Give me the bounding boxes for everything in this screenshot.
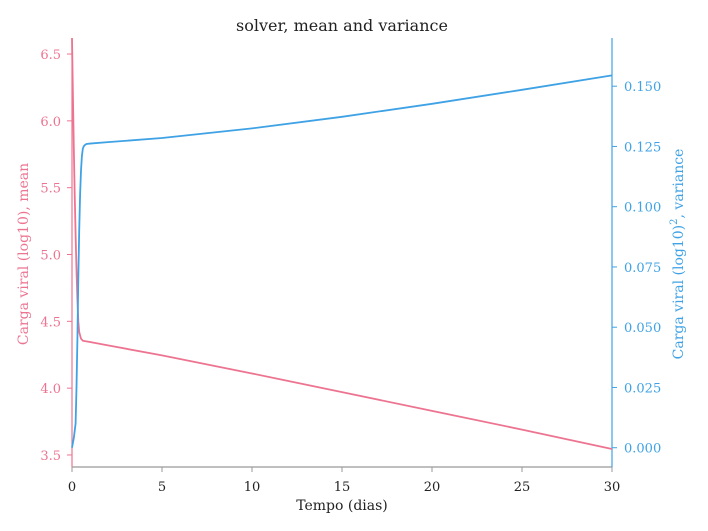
y-left-tick-label: 6.5: [40, 48, 61, 63]
y-right-tick-label: 0.050: [624, 321, 661, 336]
y-left-tick-label: 5.0: [40, 249, 61, 264]
y-left-tick-label: 4.0: [40, 382, 61, 397]
x-tick-label: 25: [514, 480, 531, 495]
y-right-tick-label: 0.100: [624, 201, 661, 216]
x-axis-label: Tempo (dias): [296, 498, 388, 514]
y-left-tick-label: 5.5: [40, 182, 61, 197]
y-left-tick-label: 4.5: [40, 315, 61, 330]
x-tick-label: 15: [334, 480, 351, 495]
y-axis-right-label-base: Carga viral (log10): [671, 225, 687, 359]
y-axis-left-label: Carga viral (log10), mean: [16, 163, 32, 345]
y-right-tick-label: 0.000: [624, 442, 661, 457]
series-line-variance: [71, 74, 613, 448]
ticks-group: 0 5 10 15 20 25 30 3.5 4.0 4.5 5.0 5.5 6.0 6.5 0.000 0.…: [40, 48, 661, 495]
y-left-tick-label: 6.0: [40, 115, 61, 130]
x-tick-label: 5: [158, 480, 166, 495]
y-right-tick-label: 0.125: [624, 140, 661, 155]
y-axis-right-label-suffix: , variance: [671, 149, 687, 219]
x-tick-label: 0: [68, 480, 76, 495]
axes-group: [71, 38, 613, 468]
chart-title: solver, mean and variance: [236, 16, 448, 35]
y-right-tick-label: 0.075: [624, 261, 661, 276]
y-right-tick-label: 0.150: [624, 80, 661, 95]
x-tick-label: 20: [424, 480, 441, 495]
y-left-tick-label: 3.5: [40, 449, 61, 464]
x-tick-label: 10: [244, 480, 261, 495]
y-axis-right-label-sup: 2: [669, 218, 680, 224]
series-line-mean: [71, 37, 613, 450]
series-group: [71, 37, 613, 450]
y-axis-right-label: Carga viral (log10)2, variance: [669, 149, 687, 360]
x-tick-label: 30: [604, 480, 621, 495]
y-right-tick-label: 0.025: [624, 381, 661, 396]
